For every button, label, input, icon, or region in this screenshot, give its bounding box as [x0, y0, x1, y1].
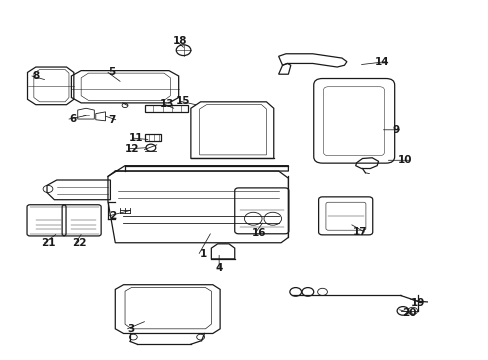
Text: 15: 15 [176, 96, 190, 106]
Text: 1: 1 [199, 248, 206, 258]
Text: 18: 18 [173, 36, 187, 46]
Text: 10: 10 [397, 155, 412, 165]
Text: 16: 16 [251, 228, 266, 238]
Text: 2: 2 [109, 211, 116, 221]
Text: 9: 9 [391, 125, 398, 135]
Text: 8: 8 [32, 71, 40, 81]
Text: 14: 14 [374, 57, 388, 67]
Text: 6: 6 [69, 114, 76, 124]
Text: 11: 11 [129, 133, 143, 143]
Text: 4: 4 [215, 263, 223, 273]
Text: 7: 7 [108, 115, 115, 125]
Text: 22: 22 [72, 238, 87, 248]
Text: 21: 21 [41, 238, 56, 248]
Text: 12: 12 [125, 144, 139, 154]
Text: 19: 19 [409, 298, 424, 308]
Text: 20: 20 [401, 309, 416, 318]
Text: 17: 17 [352, 227, 367, 237]
Text: 13: 13 [160, 99, 174, 109]
Text: 3: 3 [127, 324, 135, 334]
Text: 5: 5 [108, 67, 115, 77]
